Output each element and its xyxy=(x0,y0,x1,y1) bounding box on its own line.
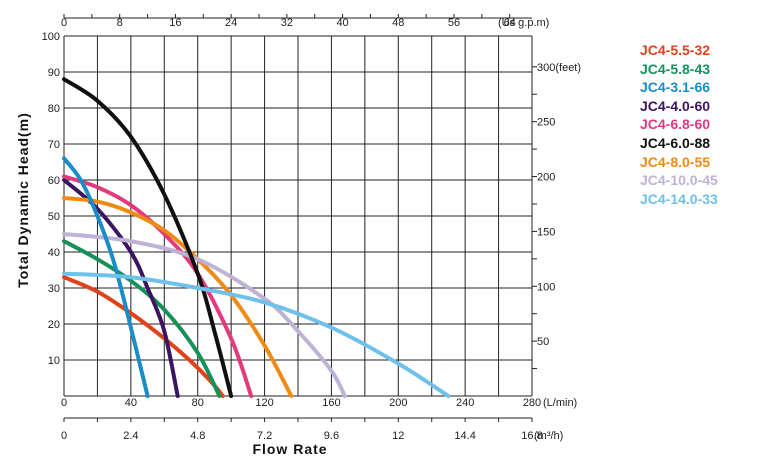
bottom-tick-label: 4.8 xyxy=(190,430,205,442)
bottom-axis-unit: (m³/h) xyxy=(534,430,563,442)
x-tick-label: 160 xyxy=(322,397,340,409)
series-line-jc4-3-1-66 xyxy=(62,156,150,398)
bottom-tick-label: 9.6 xyxy=(324,430,339,442)
top-tick-label: 64 xyxy=(504,17,516,29)
bottom-tick-label: 0 xyxy=(61,430,67,442)
grid xyxy=(63,35,533,397)
legend-item: JC4-6.8-60 xyxy=(640,116,711,133)
legend-item: JC4-5.8-43 xyxy=(640,60,711,77)
bottom-tick-label: 7.2 xyxy=(257,430,272,442)
curves xyxy=(62,77,451,398)
x-axis-title: Flow Rate xyxy=(252,441,327,457)
y-tick-label: 20 xyxy=(48,319,60,331)
series-line-jc4-5-8-43 xyxy=(62,239,222,398)
top-tick-label: 16 xyxy=(169,17,181,29)
x-tick-label: 40 xyxy=(125,397,137,409)
legend-item: JC4-10.0-45 xyxy=(640,172,718,189)
y-tick-label: 70 xyxy=(48,139,60,151)
axes xyxy=(63,14,537,422)
series-line-jc4-14-0-33 xyxy=(62,271,451,398)
x-tick-label: 80 xyxy=(192,397,204,409)
top-tick-label: 48 xyxy=(392,17,404,29)
bottom-tick-label: 14.4 xyxy=(454,430,475,442)
right-tick-label: 50 xyxy=(537,336,549,348)
series-line-jc4-10-0-45 xyxy=(62,232,347,398)
y-tick-label: 30 xyxy=(48,283,60,295)
legend: JC4-5.5-32 JC4-5.8-43 JC4-3.1-66 JC4-4.0-60… xyxy=(640,41,718,208)
y-tick-label: 80 xyxy=(48,103,60,115)
right-tick-label: 100 xyxy=(537,281,555,293)
top-tick-label: 0 xyxy=(61,17,67,29)
bottom-tick-label: 12 xyxy=(392,430,404,442)
top-tick-label: 40 xyxy=(336,17,348,29)
y-tick-label: 60 xyxy=(48,175,60,187)
top-tick-label: 24 xyxy=(225,17,237,29)
x-tick-label: 120 xyxy=(255,397,273,409)
legend-item: JC4-6.0-88 xyxy=(640,134,711,151)
top-axis-unit: (Us g.p.m) xyxy=(498,17,549,29)
y-tick-label: 10 xyxy=(48,355,60,367)
legend-item: JC4-14.0-33 xyxy=(640,190,718,207)
right-tick-label: 300(feet) xyxy=(537,62,581,74)
legend-item: JC4-4.0-60 xyxy=(640,97,711,114)
y-tick-label: 100 xyxy=(42,31,60,43)
right-tick-label: 150 xyxy=(537,226,555,238)
right-tick-label: 250 xyxy=(537,117,555,129)
x-tick-label: 280 xyxy=(523,397,541,409)
y-tick-label: 40 xyxy=(48,247,60,259)
x-tick-label: 240 xyxy=(456,397,474,409)
y-tick-label: 90 xyxy=(48,67,60,79)
bottom-tick-label: 2.4 xyxy=(123,430,138,442)
x-tick-label: 0 xyxy=(61,397,67,409)
tick-labels: 0 8 16 24 32 40 48 56 64 0 2.4 4.8 7.2 9.6 12 14.4 16.8 3… xyxy=(42,17,581,442)
y-tick-label: 50 xyxy=(48,211,60,223)
x-tick-label: 200 xyxy=(389,397,407,409)
x-axis-unit: (L/min) xyxy=(543,397,577,409)
top-tick-label: 32 xyxy=(281,17,293,29)
series-line-jc4-6-8-60 xyxy=(62,174,254,398)
legend-item: JC4-3.1-66 xyxy=(640,79,711,96)
series-line-jc4-8-0-55 xyxy=(62,196,294,398)
top-tick-label: 56 xyxy=(448,17,460,29)
series-line-jc4-6-0-88 xyxy=(62,77,234,398)
y-axis-title: Total Dynamic Head(m) xyxy=(15,112,31,288)
legend-item: JC4-8.0-55 xyxy=(640,153,711,170)
right-tick-label: 200 xyxy=(537,172,555,184)
bottom-tick-label: 16.8 xyxy=(521,430,542,442)
legend-item: JC4-5.5-32 xyxy=(640,42,711,58)
top-tick-label: 8 xyxy=(117,17,123,29)
